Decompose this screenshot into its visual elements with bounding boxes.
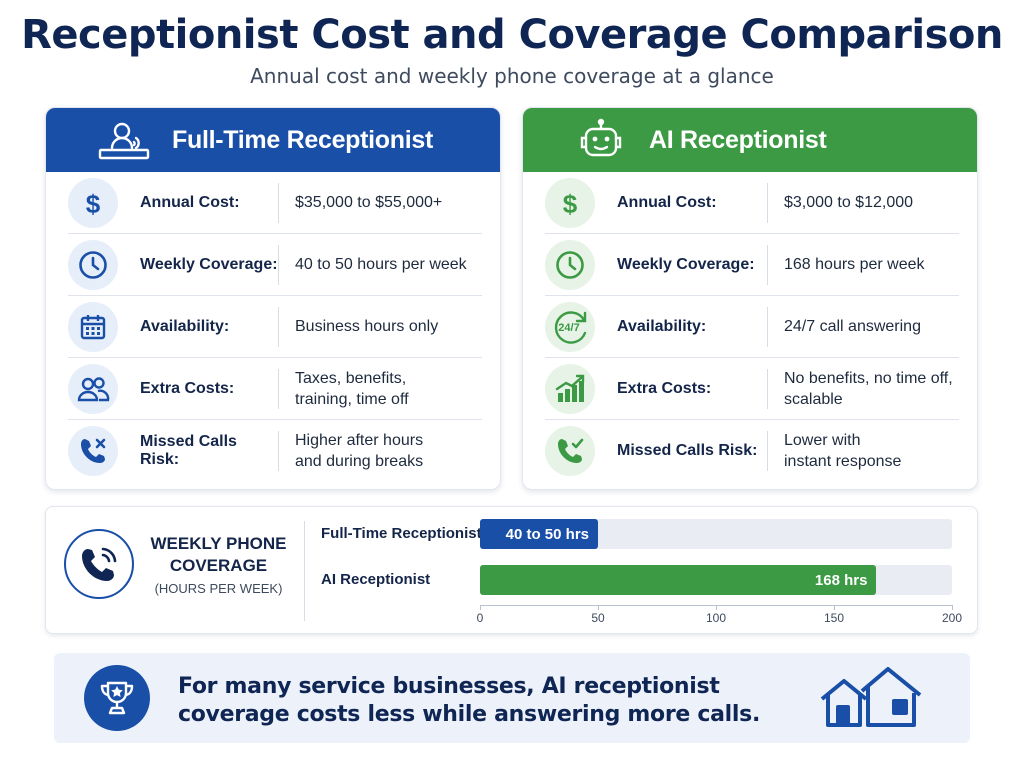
row-label: Extra Costs:: [140, 379, 235, 397]
row-annual-cost: $ Annual Cost: $35,000 to $55,000+: [68, 172, 482, 234]
row-value: 168 hours per week: [784, 256, 925, 273]
coverage-divider: [304, 521, 305, 621]
card-title: AI Receptionist: [649, 125, 827, 154]
x-axis-tick: [716, 605, 717, 610]
page-title: Receptionist Cost and Coverage Compariso…: [21, 12, 1003, 58]
dollar-icon: $: [545, 177, 595, 228]
row-availability: 24/7 Availability: 24/7 call answering: [545, 296, 959, 358]
row-value: Higher after hours and during breaks: [295, 432, 424, 470]
row-value: 40 to 50 hours per week: [295, 256, 467, 273]
row-divider: [767, 431, 768, 471]
x-tick-label: 150: [823, 611, 845, 625]
24-7-icon: 24/7: [545, 301, 595, 352]
row-label: Missed Calls Risk:: [617, 442, 758, 459]
weekly-coverage-panel: WEEKLY PHONE COVERAGE (HOURS PER WEEK) F…: [45, 506, 978, 634]
row-divider: [278, 306, 279, 347]
bar-data-label: 40 to 50 hrs: [505, 525, 589, 543]
row-label: Annual Cost:: [140, 193, 240, 211]
x-axis-tick: [834, 605, 835, 610]
page-subtitle: Annual cost and weekly phone coverage at…: [250, 64, 774, 88]
row-label: Availability:: [617, 317, 707, 335]
row-label: Weekly Coverage:: [140, 255, 278, 273]
row-label: Extra Costs:: [617, 379, 712, 397]
bar: 168 hrs: [480, 565, 877, 595]
row-divider: [767, 244, 768, 285]
row-divider: [278, 431, 279, 471]
row-value: Taxes, benefits, training, time off: [295, 369, 409, 408]
row-divider: [278, 368, 279, 409]
row-value: $3,000 to $12,000: [784, 194, 914, 211]
trophy-icon: [84, 665, 150, 731]
row-divider: [767, 306, 768, 347]
row-missed-calls: Missed Calls Risk: Higher after hours an…: [68, 420, 482, 482]
row-extra-costs: Extra Costs: Taxes, benefits, training, …: [68, 358, 482, 420]
bar-data-label: 168 hrs: [814, 571, 868, 589]
x-axis-tick: [952, 605, 953, 610]
row-missed-calls: Missed Calls Risk: Lower with instant re…: [545, 420, 959, 482]
svg-text:$: $: [563, 189, 578, 218]
row-label: Missed Calls Risk:: [140, 433, 237, 468]
row-label: Weekly Coverage:: [617, 255, 755, 273]
row-availability: Availability: Business hours only: [68, 296, 482, 358]
row-value: No benefits, no time off, scalable: [784, 369, 953, 408]
row-label: Availability:: [140, 317, 230, 335]
summary-text: For many service businesses, AI receptio…: [178, 674, 761, 727]
row-annual-cost: $ Annual Cost: $3,000 to $12,000: [545, 172, 959, 234]
card-title: Full-Time Receptionist: [172, 125, 434, 154]
bar-category-label: AI Receptionist: [321, 571, 431, 588]
answered-call-icon: [545, 426, 595, 476]
ai-receptionist-card: AI Receptionist $ Annual Cost: $3,000 to…: [522, 107, 978, 490]
full-time-receptionist-card: Full-Time Receptionist $ Annual Cost: $3…: [45, 107, 501, 490]
row-divider: [278, 244, 279, 285]
calendar-icon: [68, 301, 118, 352]
dollar-icon: $: [68, 177, 118, 228]
clock-icon: [68, 239, 118, 290]
row-weekly-coverage: Weekly Coverage: 40 to 50 hours per week: [68, 234, 482, 296]
coverage-subtitle: (HOURS PER WEEK): [154, 581, 283, 596]
growth-chart-icon: [545, 363, 595, 414]
card-header: Full-Time Receptionist: [46, 108, 500, 172]
phone-icon: [64, 529, 134, 599]
24-7-text: 24/7: [558, 322, 579, 334]
row-value: Lower with instant response: [784, 432, 902, 470]
row-value: $35,000 to $55,000+: [295, 194, 443, 211]
row-weekly-coverage: Weekly Coverage: 168 hours per week: [545, 234, 959, 296]
row-label: Annual Cost:: [617, 193, 717, 211]
row-divider: [278, 182, 279, 223]
houses-icon: [816, 665, 926, 731]
x-tick-label: 100: [705, 611, 727, 625]
x-tick-label: 200: [941, 611, 963, 625]
card-header: AI Receptionist: [523, 108, 977, 172]
row-divider: [767, 182, 768, 223]
bar: 40 to 50 hrs: [480, 519, 598, 549]
bar-category-label: Full-Time Receptionist: [321, 525, 482, 542]
x-axis-tick: [598, 605, 599, 610]
people-icon: [68, 363, 118, 414]
robot-icon: [573, 118, 629, 160]
row-extra-costs: Extra Costs: No benefits, no time off, s…: [545, 358, 959, 420]
summary-banner: For many service businesses, AI receptio…: [54, 653, 970, 743]
svg-text:$: $: [86, 189, 101, 218]
coverage-title: WEEKLY PHONE COVERAGE: [150, 534, 287, 575]
x-tick-label: 50: [591, 611, 605, 625]
row-value: Business hours only: [295, 318, 439, 335]
x-axis-tick: [480, 605, 481, 610]
row-divider: [767, 368, 768, 409]
row-value: 24/7 call answering: [784, 318, 921, 335]
clock-icon: [545, 239, 595, 290]
person-at-desk-icon: [96, 120, 152, 160]
missed-call-icon: [68, 426, 118, 476]
x-tick-label: 0: [476, 611, 484, 625]
